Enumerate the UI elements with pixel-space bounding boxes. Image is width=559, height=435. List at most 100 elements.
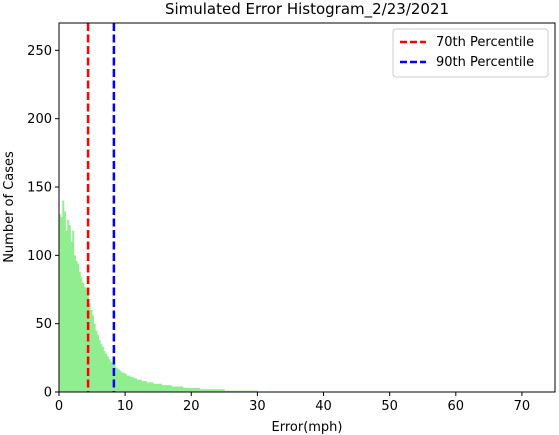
histogram-bar — [77, 263, 80, 392]
histogram-bar — [176, 386, 179, 392]
histogram-bar — [206, 389, 209, 392]
histogram-bar — [163, 385, 166, 392]
histogram-bar — [225, 390, 228, 392]
histogram-bar — [254, 390, 257, 392]
histogram-bar — [110, 361, 113, 392]
histogram-bar — [103, 351, 106, 392]
histogram-bar — [121, 372, 124, 392]
histogram-bar — [181, 386, 184, 392]
histogram-bar — [59, 214, 61, 392]
x-tick-label: 10 — [117, 399, 134, 414]
histogram-bar — [169, 385, 172, 392]
histogram-bar — [247, 390, 250, 392]
histogram-bar — [196, 387, 199, 392]
histogram-bar — [131, 376, 134, 392]
histogram-bar — [199, 389, 202, 392]
histogram-bar — [72, 230, 75, 392]
histogram-bar — [207, 389, 210, 392]
x-tick-label: 60 — [448, 399, 465, 414]
histogram-bar — [82, 282, 85, 392]
histogram-bar — [70, 241, 73, 392]
histogram-bar — [116, 368, 119, 392]
y-tick-label: 150 — [27, 181, 52, 196]
histogram-bar — [75, 260, 78, 392]
histogram-bar — [140, 379, 142, 392]
histogram-bar — [217, 389, 220, 392]
x-tick-label: 40 — [315, 399, 332, 414]
histogram-bar — [240, 390, 243, 392]
histogram-bar — [156, 383, 159, 392]
histogram-bar — [146, 382, 149, 392]
histogram-bar — [197, 387, 200, 392]
histogram-bar — [105, 353, 108, 392]
histogram-bar — [83, 286, 86, 392]
histogram-bar — [222, 389, 225, 392]
histogram-bar — [178, 386, 180, 392]
y-tick-label: 250 — [27, 44, 52, 59]
histogram-bar — [93, 323, 96, 392]
histogram-bar — [106, 356, 109, 392]
histogram-bar — [232, 390, 235, 392]
histogram-bar — [148, 382, 151, 392]
histogram-bar — [97, 334, 99, 392]
histogram-bar — [227, 390, 230, 392]
histogram-bar — [209, 389, 212, 392]
histogram-bar — [143, 381, 146, 392]
histogram-bar — [219, 389, 222, 392]
histogram-bar — [237, 390, 240, 392]
legend-box — [392, 28, 549, 78]
histogram-bar — [73, 255, 76, 392]
y-axis-ticks: 0 50 100 150 200 250 — [27, 44, 59, 401]
histogram-bar — [249, 390, 252, 392]
x-tick-label: 50 — [381, 399, 398, 414]
histogram-bar — [191, 387, 194, 392]
histogram-bar — [201, 389, 204, 392]
histogram-bar — [245, 390, 248, 392]
histogram-bar — [235, 390, 238, 392]
histogram-bar — [123, 372, 126, 392]
histogram-bar — [101, 346, 104, 392]
x-tick-label: 30 — [249, 399, 266, 414]
histogram-bar — [67, 219, 70, 392]
histogram-bar — [130, 376, 133, 392]
histogram-bar — [144, 381, 147, 392]
histogram-bar — [98, 340, 101, 392]
chart-title: Simulated Error Histogram_2/23/2021 — [165, 0, 449, 19]
histogram-bar — [179, 386, 182, 392]
histogram-bar — [216, 389, 219, 392]
histogram-bar — [194, 387, 197, 392]
histogram-bars — [59, 200, 258, 392]
histogram-bar — [88, 303, 91, 392]
y-axis-label: Number of Cases — [2, 151, 17, 263]
histogram-bar — [242, 390, 245, 392]
histogram-bar — [62, 200, 65, 392]
histogram-bar — [100, 344, 103, 392]
y-tick-label: 200 — [27, 112, 52, 127]
histogram-bar — [214, 389, 217, 392]
histogram-bar — [154, 383, 157, 392]
histogram-bar — [173, 386, 176, 392]
histogram-bar — [85, 288, 88, 392]
histogram-bar — [65, 230, 68, 392]
reference-lines — [86, 23, 116, 392]
histogram-bar — [135, 378, 137, 392]
histogram-bar — [149, 382, 152, 392]
histogram-bar — [95, 330, 98, 392]
histogram-bar — [153, 383, 156, 392]
y-tick-label: 100 — [27, 249, 52, 264]
histogram-bar — [60, 217, 63, 392]
y-tick-label: 50 — [35, 317, 52, 332]
histogram-bar — [189, 387, 192, 392]
histogram-bar — [171, 386, 174, 392]
histogram-bar — [224, 390, 227, 392]
histogram-bar — [204, 389, 207, 392]
histogram-bar — [161, 385, 164, 392]
histogram-bar — [252, 390, 255, 392]
histogram-bar — [108, 359, 111, 392]
x-tick-label: 20 — [183, 399, 200, 414]
histogram-bar — [221, 389, 223, 392]
histogram-bar — [230, 390, 233, 392]
histogram-bar — [166, 385, 169, 392]
histogram-bar — [212, 389, 215, 392]
